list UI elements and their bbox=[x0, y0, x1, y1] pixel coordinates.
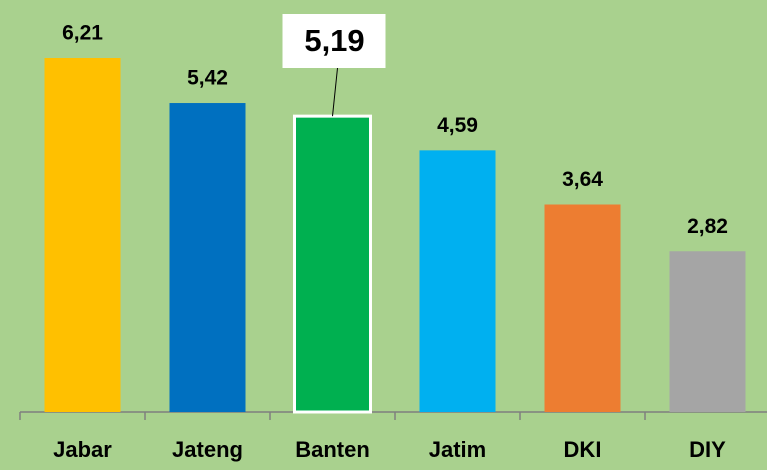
data-label: 2,82 bbox=[687, 215, 728, 238]
bar bbox=[419, 150, 496, 412]
x-tick-label: Banten bbox=[295, 437, 370, 462]
x-tick-label: Jabar bbox=[53, 437, 112, 462]
x-tick-label: Jateng bbox=[172, 437, 243, 462]
x-tick-label: Jatim bbox=[429, 437, 486, 462]
x-tick-label: DKI bbox=[564, 437, 602, 462]
data-label: 5,19 bbox=[304, 23, 364, 58]
x-tick-label: DIY bbox=[689, 437, 726, 462]
bar bbox=[544, 204, 621, 412]
data-label: 5,42 bbox=[187, 67, 228, 90]
data-label: 3,64 bbox=[562, 168, 603, 191]
data-label: 4,59 bbox=[437, 114, 478, 137]
bar bbox=[169, 103, 246, 412]
data-label: 6,21 bbox=[62, 22, 103, 45]
bar bbox=[44, 58, 121, 412]
bar bbox=[669, 251, 746, 412]
callout-line bbox=[332, 67, 338, 117]
callout-box bbox=[282, 14, 386, 68]
bar bbox=[293, 114, 372, 414]
